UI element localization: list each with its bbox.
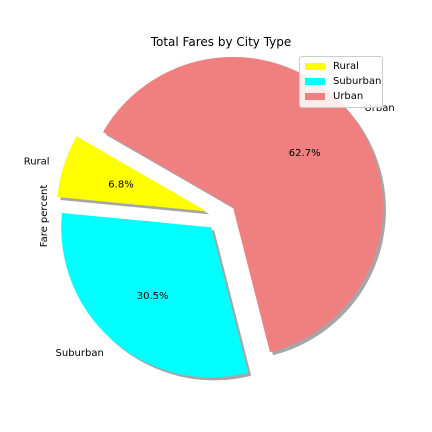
legend-label-rural: Rural <box>333 61 359 72</box>
y-axis-label: Fare percent <box>39 185 50 248</box>
slice-label-suburban: Suburban <box>56 348 104 359</box>
pct-label-urban: 62.7% <box>289 148 321 159</box>
legend-swatch-urban <box>305 93 325 100</box>
legend-swatch-suburban <box>305 78 325 85</box>
pie-slice-rural <box>57 136 207 212</box>
pie-labels: 6.8% Rural 30.5% Suburban 62.7% Urban <box>24 103 395 359</box>
legend-item-rural: Rural <box>300 59 382 74</box>
legend-label-urban: Urban <box>333 91 364 102</box>
pct-label-suburban: 30.5% <box>137 291 169 302</box>
pie-slices <box>57 56 383 378</box>
legend-swatch-rural <box>305 63 325 70</box>
pct-label-rural: 6.8% <box>108 179 133 190</box>
pie-slice-suburban <box>61 212 249 378</box>
chart-title: Total Fares by City Type <box>150 35 292 49</box>
legend-item-suburban: Suburban <box>300 74 382 89</box>
slice-label-urban: Urban <box>364 103 394 114</box>
legend-label-suburban: Suburban <box>333 76 382 87</box>
pie-slice-urban <box>103 56 383 353</box>
legend: Rural Suburban Urban <box>299 56 383 108</box>
slice-label-rural: Rural <box>24 157 50 168</box>
legend-item-urban: Urban <box>300 89 382 104</box>
